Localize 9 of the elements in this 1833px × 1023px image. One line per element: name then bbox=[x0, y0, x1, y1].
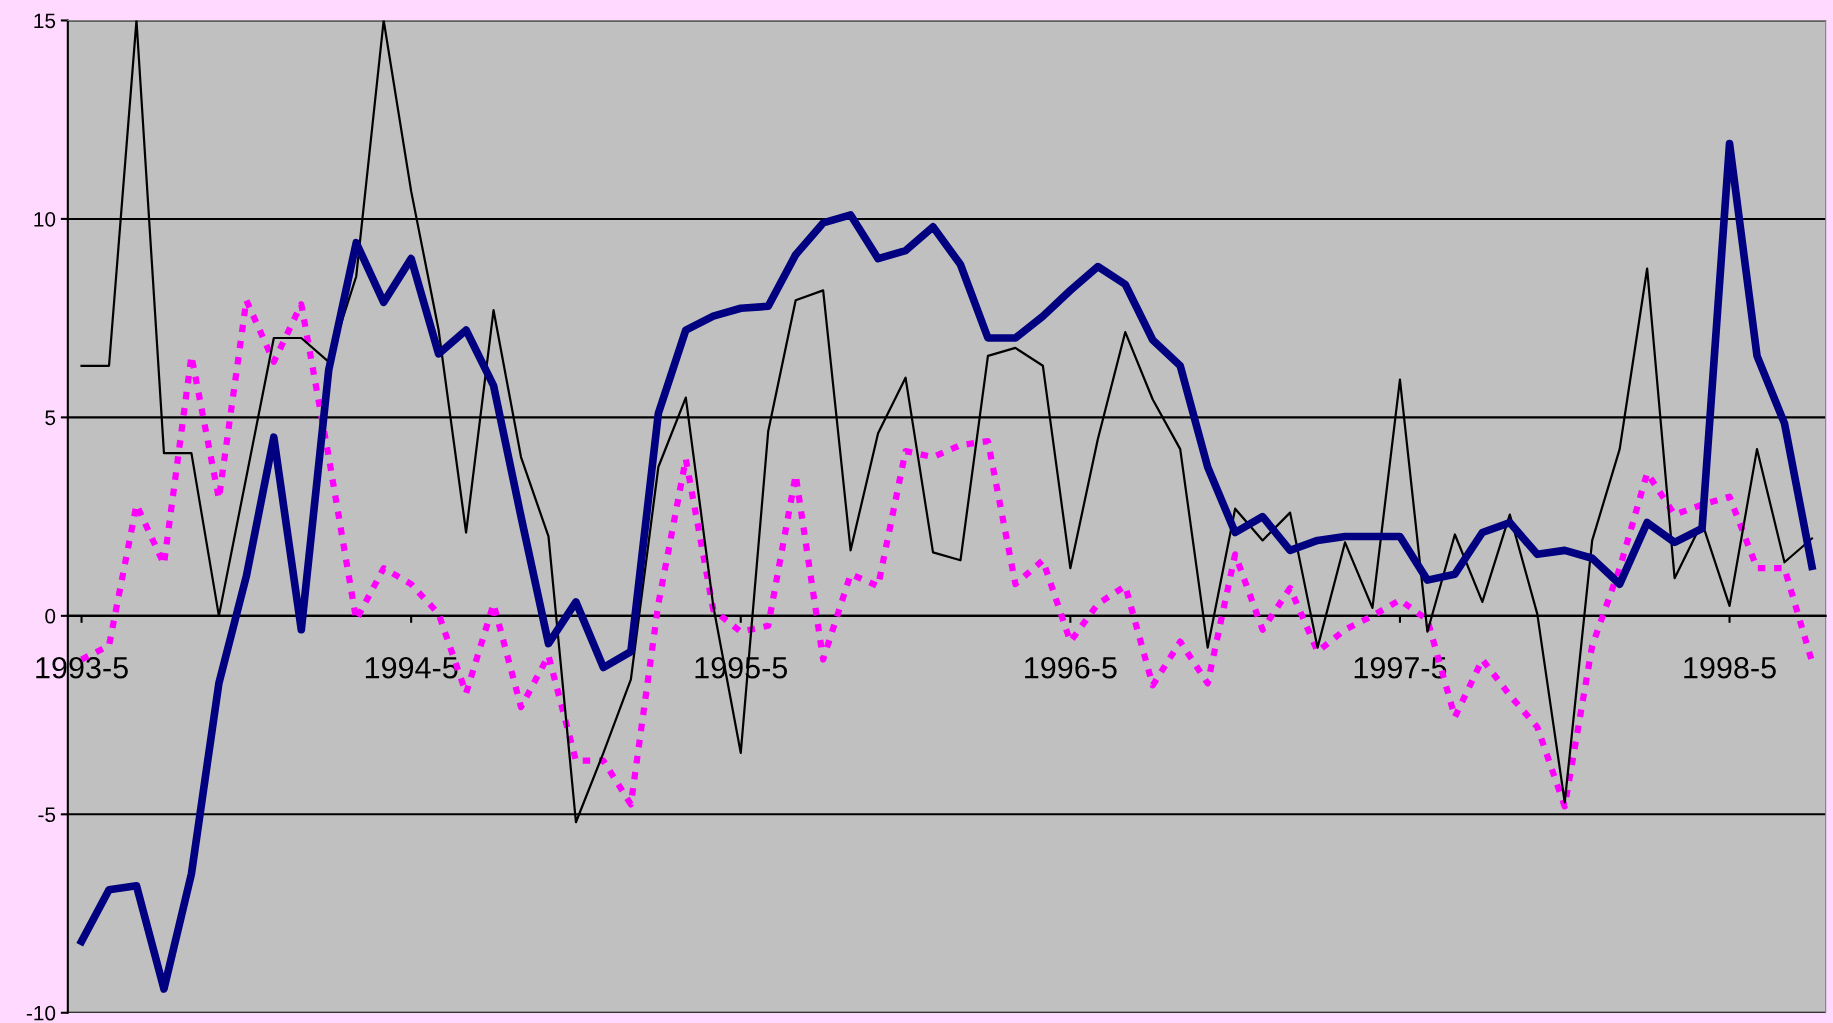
y-tick-label: 5 bbox=[45, 410, 56, 426]
x-tick-label: 1994-5 bbox=[365, 656, 458, 679]
x-tick-label: 1998-5 bbox=[1684, 656, 1776, 679]
y-tick-label: -10 bbox=[26, 1005, 56, 1021]
y-tick-label: 15 bbox=[34, 13, 56, 29]
y-tick-label: -5 bbox=[38, 807, 56, 823]
y-tick-label: 10 bbox=[34, 211, 56, 227]
x-tick-label: 1996-5 bbox=[1025, 656, 1117, 679]
y-tick-label: 0 bbox=[45, 608, 56, 624]
